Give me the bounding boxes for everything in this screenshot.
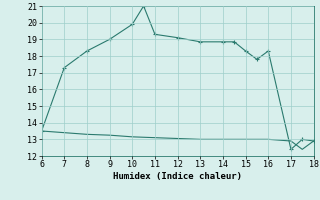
X-axis label: Humidex (Indice chaleur): Humidex (Indice chaleur)	[113, 172, 242, 181]
